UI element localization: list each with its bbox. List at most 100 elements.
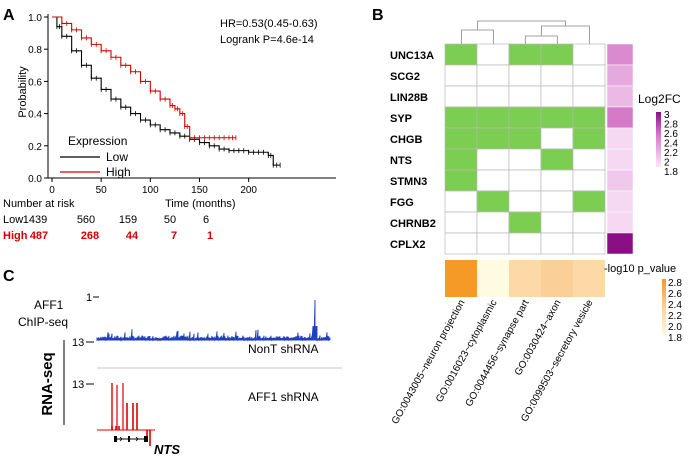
km-y-tick-label-0.8: 0.8 [28,45,42,56]
heatmap-cell [444,232,478,255]
pvalue-legend-tick: 1.8 [668,333,682,344]
log2fc-colorbar [656,112,661,167]
km-legend: Expression Low High [60,134,131,179]
heatmap-cell [508,85,542,108]
heatmap-cell [508,190,542,213]
pvalue-legend-tick: 2.8 [668,278,682,289]
gene-label-unc13a: UNC13A [390,50,434,62]
log2fc-cell [606,127,634,150]
heatmap-cell [476,169,510,192]
heatmap-cell [444,64,478,87]
km-y-tick-label-0.6: 0.6 [28,77,42,88]
panel-b-label: B [372,7,384,24]
log2fc-cell [606,148,634,171]
heatmap-cell [508,127,542,150]
log2fc-cell [606,43,634,66]
gene-label-nts: NTS [390,155,412,167]
log2fc-cell [606,211,634,234]
nont-track-name: NonT shRNA [248,342,318,356]
km-y-tick-label-0.0: 0.0 [28,174,42,185]
risk-value: 1439 [23,214,47,226]
pvalue-cell [509,260,541,297]
heatmap-cell [540,106,574,129]
heatmap-cell [476,43,510,66]
log2fc-legend-tick: 2.6 [664,129,678,140]
risk-value: 50 [164,214,176,226]
risk-value: 560 [77,214,95,226]
nts-gene-model: NTS [114,436,180,457]
log2fc-legend-tick: 3 [664,110,670,121]
km-x-tick-label-150: 150 [191,185,208,196]
heatmap-cell [540,169,574,192]
km-hr-text: HR=0.53(0.45-0.63) [220,18,318,30]
dendro-branch-3 [541,25,590,44]
risk-row-label-high: High [3,230,28,242]
risk-value: 7 [171,230,177,242]
heatmap-cell [444,148,478,171]
heatmap-cell [508,169,542,192]
log2fc-cell [606,85,634,108]
km-x-tick-label-50: 50 [96,185,108,196]
heatmap-cell [508,232,542,255]
heatmap-cell [508,43,542,66]
log2fc-legend-tick: 2.4 [664,139,678,150]
chip-label-line1: AFF1 [34,298,64,312]
heatmap-cell [444,169,478,192]
heatmap-cell [444,106,478,129]
km-x-tick-label-100: 100 [142,185,159,196]
heatmap-cell [508,64,542,87]
pvalue-cell [445,260,477,297]
gene-labels: UNC13A SCG2 LIN28B SYP CHGB NTS STMN3 FGG CHRNB2… [390,50,436,251]
pvalue-row [445,260,605,297]
gene-label-lin28b: LIN28B [390,92,428,104]
heatmap-cell [540,148,574,171]
risk-value: 487 [30,230,48,242]
pvalue-legend-tick: 2.2 [668,311,682,322]
pvalue-legend: -log10 p_value 2.82.62.42.22.01.8 [604,263,682,344]
gene-exon-3 [144,436,148,442]
risk-rows: Low 1439 560 159 50 6 High 487 268 44 7 1 [3,214,213,242]
aff1-track-name: AFF1 shRNA [248,390,319,404]
gene-label-chrnb2: CHRNB2 [390,218,436,230]
heatmap-cell [572,43,606,66]
heatmap-cell [444,127,478,150]
go-term-label: GO:0016023~cytoplasmic [434,298,500,404]
pvalue-legend-tick: 2.4 [668,300,682,311]
log2fc-cell [606,232,634,255]
gene-label-fgg: FGG [390,197,414,209]
heatmap-cell [444,211,478,234]
gene-label-cplx2: CPLX2 [390,239,425,251]
pvalue-legend-title: -log10 p_value [604,263,676,275]
risk-value: 44 [126,230,139,242]
km-axes [47,14,336,179]
km-y-tick-label-0.4: 0.4 [28,110,42,121]
panel-c-label: C [3,268,15,285]
km-legend-low-label: Low [106,150,128,164]
log2fc-cell [606,190,634,213]
rnaseq-label: RNA-seq [39,352,56,415]
km-curves [52,16,281,168]
dendro-branch-4 [477,20,566,30]
membership-cells [444,43,606,255]
heatmap-cell [476,232,510,255]
heatmap-cell [476,148,510,171]
pvalue-cell [477,260,509,297]
heatmap-cell [540,190,574,213]
go-term-label: GO:0044456~synapse part [464,298,532,409]
heatmap-cell [572,127,606,150]
chip-seq-signal [96,299,331,342]
heatmap-cell [508,148,542,171]
risk-value: 1 [207,230,213,242]
chip-label-line2: ChIP-seq [18,315,68,329]
pvalue-colorbar [662,279,666,335]
heatmap-cell [476,211,510,234]
km-legend-title: Expression [68,134,127,148]
log2fc-legend-ticks: 32.82.62.42.221.8 [664,110,678,178]
aff1-shrna-signal [97,383,155,446]
genome-tracks: AFF1 ChIP-seq 1 RNA-seq 13 NonT shRNA 13… [18,292,342,457]
km-censor-marks-high [61,20,237,141]
gene-exon-1 [114,436,117,442]
risk-value: 6 [203,214,209,226]
heatmap-cell [476,106,510,129]
heatmap-cell [444,43,478,66]
